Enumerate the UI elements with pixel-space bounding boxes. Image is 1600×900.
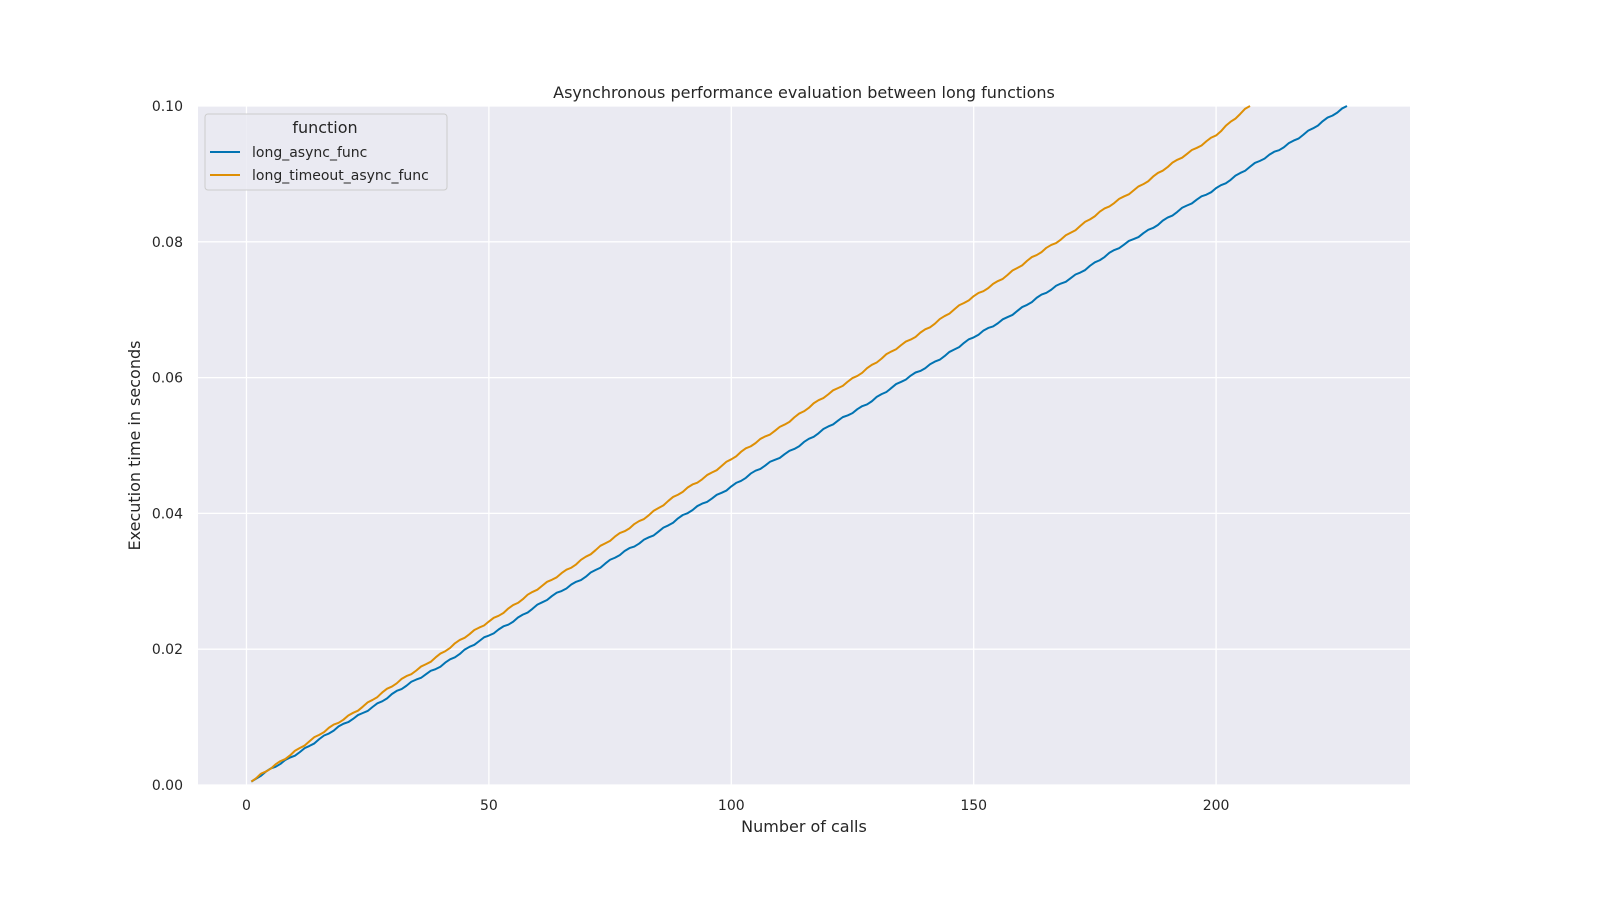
y-tick-label: 0.02	[152, 642, 183, 658]
series-group	[250, 105, 1348, 783]
legend-title: function	[292, 118, 357, 137]
y-tick-label: 0.08	[152, 235, 183, 251]
x-axis-label: Number of calls	[741, 817, 867, 836]
x-tick-label: 150	[960, 798, 987, 814]
x-tick-label: 50	[480, 798, 498, 814]
x-tick-label: 100	[718, 798, 745, 814]
x-tick-label: 0	[242, 798, 251, 814]
legend-label-long-timeout-async-func: long_timeout_async_func	[252, 168, 429, 184]
grid	[198, 105, 1410, 786]
y-tick-label: 0.10	[152, 99, 183, 115]
plot-area	[198, 106, 1410, 785]
ticks: 0 50 100 150 200 0.00 0.02 0.04 0.06 0.08 0.10	[152, 99, 1230, 814]
y-axis-label: Execution time in seconds	[125, 341, 144, 551]
legend-label-long-async-func: long_async_func	[252, 145, 367, 161]
chart-title: Asynchronous performance evaluation betw…	[553, 83, 1055, 102]
y-tick-label: 0.06	[152, 371, 183, 387]
y-tick-label: 0.04	[152, 506, 183, 522]
x-tick-label: 200	[1203, 798, 1230, 814]
y-tick-label: 0.00	[152, 778, 183, 794]
series-line-long-timeout-async-func	[250, 105, 1251, 783]
legend: function long_async_func long_timeout_as…	[204, 113, 448, 191]
legend-box	[204, 113, 448, 191]
series-line-long-async-func	[250, 105, 1348, 783]
